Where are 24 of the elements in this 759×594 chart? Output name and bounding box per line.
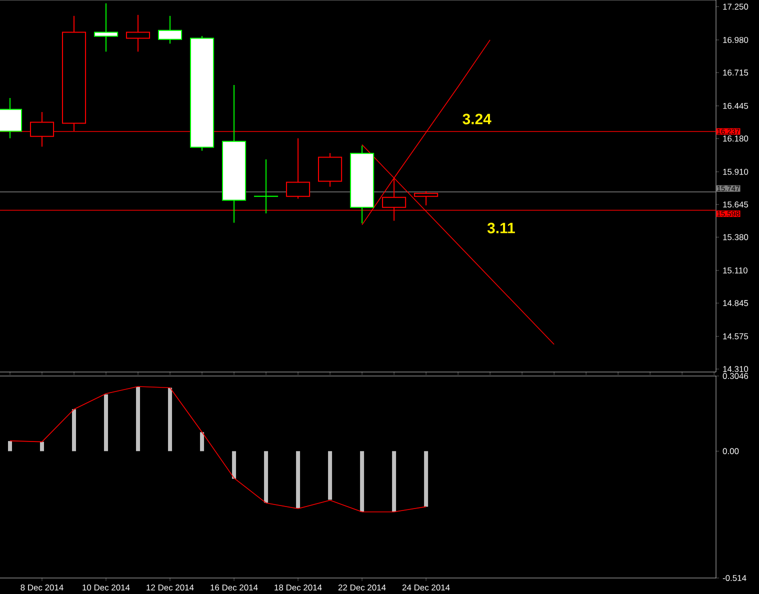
x-tick-label: 8 Dec 2014 [20, 584, 64, 591]
y-tick-label: 16.715 [723, 70, 748, 76]
x-tick-label: 18 Dec 2014 [274, 584, 322, 591]
y-tick-label: 17.250 [723, 4, 748, 10]
x-tick-label: 22 Dec 2014 [338, 584, 386, 591]
y-tick-label: 14.575 [723, 333, 748, 340]
y-tick-label: 16.180 [723, 136, 748, 142]
y-tick-label: 15.380 [723, 234, 748, 240]
y-tick-label: 15.910 [723, 168, 748, 175]
y-tick-label: 14.310 [723, 366, 748, 372]
annotation: 3.11 [487, 222, 515, 234]
y-tick-label: 0.3046 [722, 373, 748, 379]
y-tick-label: 16.980 [723, 36, 748, 43]
y-tick-label: -0.514 [722, 575, 746, 581]
y-tick-label: 15.110 [723, 267, 748, 274]
x-tick-label: 12 Dec 2014 [146, 584, 194, 591]
y-tick-label: 16.445 [723, 102, 748, 109]
x-tick-label: 10 Dec 2014 [82, 584, 130, 591]
x-tick-label: 24 Dec 2014 [402, 584, 450, 591]
annotation: 3.24 [462, 114, 492, 124]
y-tick-label: 15.645 [723, 201, 748, 208]
y-tick-label: 0.00 [722, 448, 739, 454]
x-tick-label: 16 Dec 2014 [210, 584, 258, 591]
y-tick-label: 14.845 [723, 300, 748, 306]
